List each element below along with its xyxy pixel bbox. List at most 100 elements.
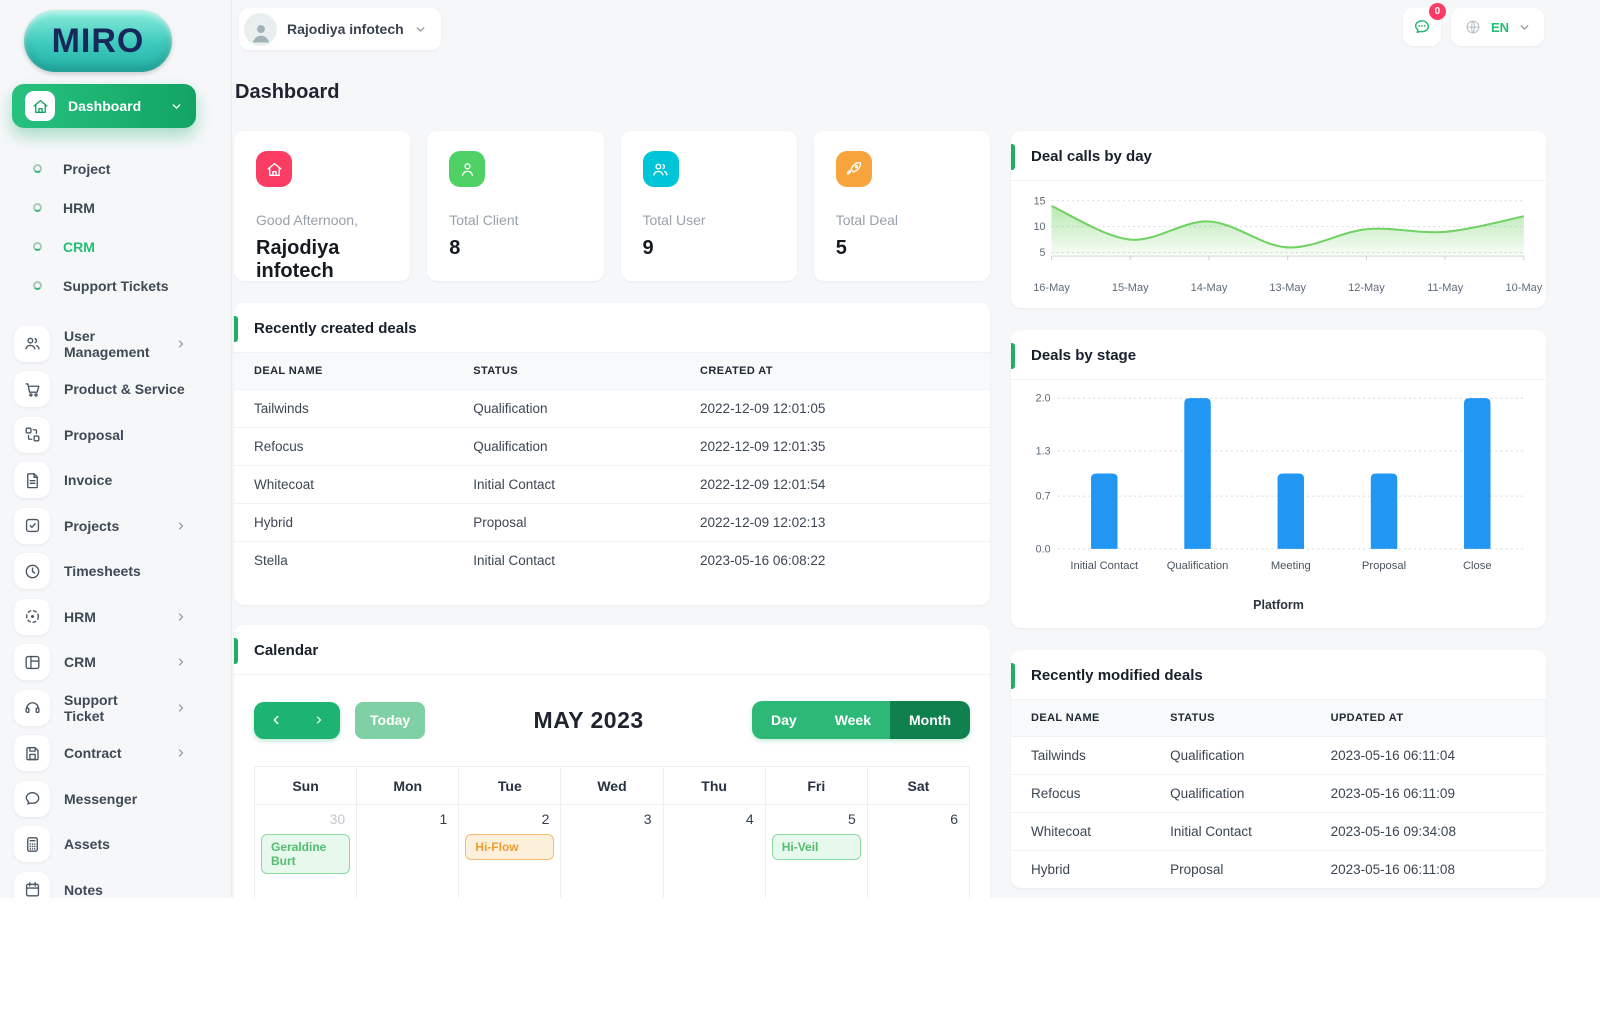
stat-card-total-deal: Total Deal 5 xyxy=(813,131,990,281)
chevron-right-icon xyxy=(175,656,187,668)
sidebar-item-projects[interactable]: Projects xyxy=(14,503,231,549)
company-selector[interactable]: Rajodiya infotech xyxy=(239,8,441,50)
recently-created-deals-card: Recently created deals DEAL NAME STATUS CR… xyxy=(234,303,990,605)
calendar-event-hi-veil[interactable]: Hi-Veil xyxy=(771,834,861,860)
calendar-dow-sat: Sat xyxy=(866,766,971,805)
calendar-day-cell[interactable]: 1 xyxy=(356,804,460,898)
day-number: 5 xyxy=(848,811,856,827)
calendar-today-button[interactable]: Today xyxy=(355,701,426,739)
sidebar-subitem-hrm[interactable]: HRM xyxy=(33,188,231,227)
calendar-view-week[interactable]: Week xyxy=(815,701,891,739)
chevron-right-icon xyxy=(175,747,187,759)
language-selector[interactable]: EN xyxy=(1450,8,1544,46)
sidebar-item-dashboard[interactable]: Dashboard xyxy=(12,84,196,128)
sidebar-item-support-ticket[interactable]: Support Ticket xyxy=(14,685,231,731)
svg-text:1.3: 1.3 xyxy=(1036,445,1051,457)
accent-bar xyxy=(234,638,238,664)
sidebar-item-crm[interactable]: CRM xyxy=(14,640,231,686)
calendar-day-cell[interactable]: 30 Geraldine Burt xyxy=(253,804,358,898)
app-root: MIRO Dashboard Project HRM CRM Support Tick… xyxy=(0,0,1600,898)
calendar-day-cell[interactable]: 2 Hi-Flow xyxy=(458,804,562,898)
calendar-event-hi-flow[interactable]: Hi-Flow xyxy=(465,834,555,860)
chevron-down-icon xyxy=(1518,21,1531,34)
recently-modified-deals-table: DEAL NAME STATUS UPDATED AT Tailwinds Quali… xyxy=(1011,699,1546,888)
x-tick-label: 15-May xyxy=(1111,281,1149,294)
x-tick-label: 10-May xyxy=(1505,281,1543,294)
avatar xyxy=(244,12,277,46)
calendar-day-cell[interactable]: 4 xyxy=(662,804,766,898)
sidebar-item-proposal[interactable]: Proposal xyxy=(14,412,231,458)
calendar-next-button[interactable] xyxy=(297,702,340,739)
headset-icon xyxy=(14,689,50,726)
calendar-prev-button[interactable] xyxy=(254,702,297,739)
sidebar-item-user-management[interactable]: User Management xyxy=(14,321,231,367)
svg-text:15: 15 xyxy=(1034,195,1046,207)
check-square-icon xyxy=(14,507,50,544)
table-row: Hybrid Proposal 2023-05-16 06:11:08 xyxy=(1011,849,1546,888)
day-number: 3 xyxy=(643,811,652,827)
bar-chart-xlabel: Platform xyxy=(1253,597,1304,612)
messages-button[interactable]: 0 xyxy=(1402,3,1446,46)
calendar-day-cell[interactable]: 6 xyxy=(866,804,971,898)
main-area: Rajodiya infotech 0 EN Dashboard Good Af… xyxy=(232,0,1600,898)
stats-row: Good Afternoon, Rajodiya infotech Total … xyxy=(234,131,990,282)
sidebar-item-timesheets[interactable]: Timesheets xyxy=(14,549,231,595)
miro-logo[interactable]: MIRO xyxy=(24,10,172,72)
chevron-right-icon xyxy=(175,520,187,532)
cart-icon xyxy=(14,371,50,408)
sidebar-subitem-support-tickets[interactable]: Support Tickets xyxy=(33,266,231,305)
table-row: Refocus Qualification 2023-05-16 06:11:09 xyxy=(1011,773,1546,813)
sidebar-item-messenger[interactable]: Messenger xyxy=(14,776,231,822)
calendar-day-cell[interactable]: 5 Hi-Veil xyxy=(764,804,868,898)
home-icon xyxy=(25,91,55,121)
sidebar-item-invoice[interactable]: Invoice xyxy=(14,458,231,504)
sidebar-item-contract[interactable]: Contract xyxy=(14,731,231,777)
table-row: Tailwinds Qualification 2023-05-16 06:11:0… xyxy=(1011,735,1546,775)
stat-label: Good Afternoon, xyxy=(256,212,358,228)
deals-by-stage-title: Deals by stage xyxy=(1031,346,1137,364)
layout-icon xyxy=(14,644,50,681)
proposal-icon xyxy=(14,416,50,453)
sidebar-item-notes[interactable]: Notes xyxy=(14,867,231,898)
card-title: Recently created deals xyxy=(234,303,990,353)
card-title: Deal calls by day xyxy=(1011,131,1546,181)
stat-value: 9 xyxy=(642,237,654,259)
svg-text:0.7: 0.7 xyxy=(1036,490,1051,502)
deal-calls-title: Deal calls by day xyxy=(1031,148,1152,165)
svg-text:Close: Close xyxy=(1463,560,1492,572)
calendar-toolbar: Today MAY 2023 Day Week Month xyxy=(254,701,970,739)
calendar-view-switcher: Day Week Month xyxy=(752,701,970,739)
contract-icon xyxy=(14,735,50,772)
stat-label: Total Deal xyxy=(835,212,899,228)
notepad-icon xyxy=(14,871,50,898)
card-title: Calendar xyxy=(234,625,990,675)
calendar-view-day[interactable]: Day xyxy=(752,701,816,739)
calendar-day-cell[interactable]: 3 xyxy=(560,804,664,898)
x-tick-label: 12-May xyxy=(1348,281,1385,294)
users-icon xyxy=(14,325,50,362)
calendar-dow-thu: Thu xyxy=(662,766,766,805)
sidebar: MIRO Dashboard Project HRM CRM Support Tick… xyxy=(0,0,232,898)
sidebar-item-assets[interactable]: Assets xyxy=(14,822,231,868)
calendar-dow-tue: Tue xyxy=(458,766,562,805)
bullet-icon xyxy=(33,203,42,212)
sidebar-item-hrm[interactable]: HRM xyxy=(14,594,231,640)
logo-text: MIRO xyxy=(51,21,145,60)
accent-bar xyxy=(1011,144,1015,170)
bullet-icon xyxy=(33,242,42,251)
recently-created-deals-table: DEAL NAME STATUS CREATED AT Tailwinds Quali… xyxy=(234,353,990,579)
users-icon xyxy=(642,151,679,187)
bullet-icon xyxy=(33,164,42,173)
day-number: 2 xyxy=(541,811,550,827)
rocket-icon xyxy=(835,151,872,187)
x-tick-label: 11-May xyxy=(1427,281,1464,294)
calendar-event-geraldine-burt[interactable]: Geraldine Burt xyxy=(261,834,351,874)
sidebar-item-product-service[interactable]: Product & Service xyxy=(14,367,231,413)
calendar-dow-mon: Mon xyxy=(356,766,460,805)
table-row: Tailwinds Qualification 2022-12-09 12:01:0… xyxy=(234,389,990,428)
calendar-view-month[interactable]: Month xyxy=(890,701,970,739)
svg-text:0.0: 0.0 xyxy=(1036,543,1051,555)
sidebar-subitem-crm[interactable]: CRM xyxy=(33,227,231,266)
chat-icon xyxy=(14,780,50,817)
sidebar-subitem-project[interactable]: Project xyxy=(33,149,231,188)
